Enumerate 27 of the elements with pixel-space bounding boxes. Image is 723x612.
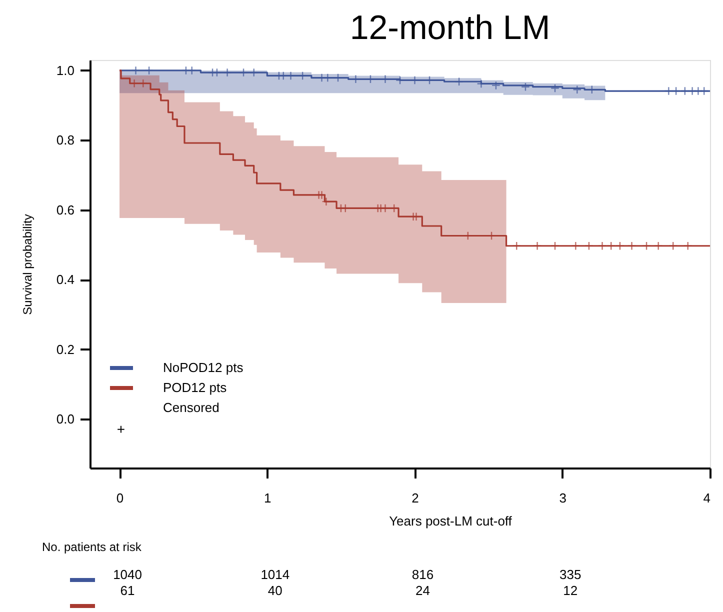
x-tick-label: 4 [703, 490, 710, 506]
x-axis-title: Years post-LM cut-off [389, 514, 512, 528]
text: No. patients at risk [42, 540, 142, 554]
x-tick-label: 0 [116, 490, 124, 506]
y-tick-label: 0.6 [56, 202, 74, 218]
text: 12 [563, 583, 578, 598]
x-tick-label: 3 [559, 490, 566, 506]
y-tick-label: 0.8 [56, 132, 74, 148]
x-tick-label: 1 [264, 490, 272, 506]
text: 40 [268, 583, 282, 598]
text: 24 [416, 583, 430, 598]
y-tick-label: 0.4 [56, 272, 74, 288]
y-tick-label: 0.0 [56, 412, 74, 427]
annotation: Censored [163, 400, 220, 415]
y-tick-label: 1.0 [56, 62, 74, 78]
text: 816 [412, 567, 434, 582]
annotation: + [116, 421, 126, 437]
text: 335 [560, 567, 582, 582]
y-tick-label: 0.2 [56, 342, 74, 357]
legend-label: NoPOD12 pts [163, 360, 244, 375]
text: 1040 [113, 567, 142, 582]
chart-title: 12-month LM [350, 9, 550, 47]
text: 61 [120, 583, 135, 598]
text: 1014 [260, 567, 290, 582]
x-tick-label: 2 [412, 490, 419, 506]
y-axis-title: Survival probability [20, 214, 34, 315]
legend-label: POD12 pts [163, 380, 228, 395]
